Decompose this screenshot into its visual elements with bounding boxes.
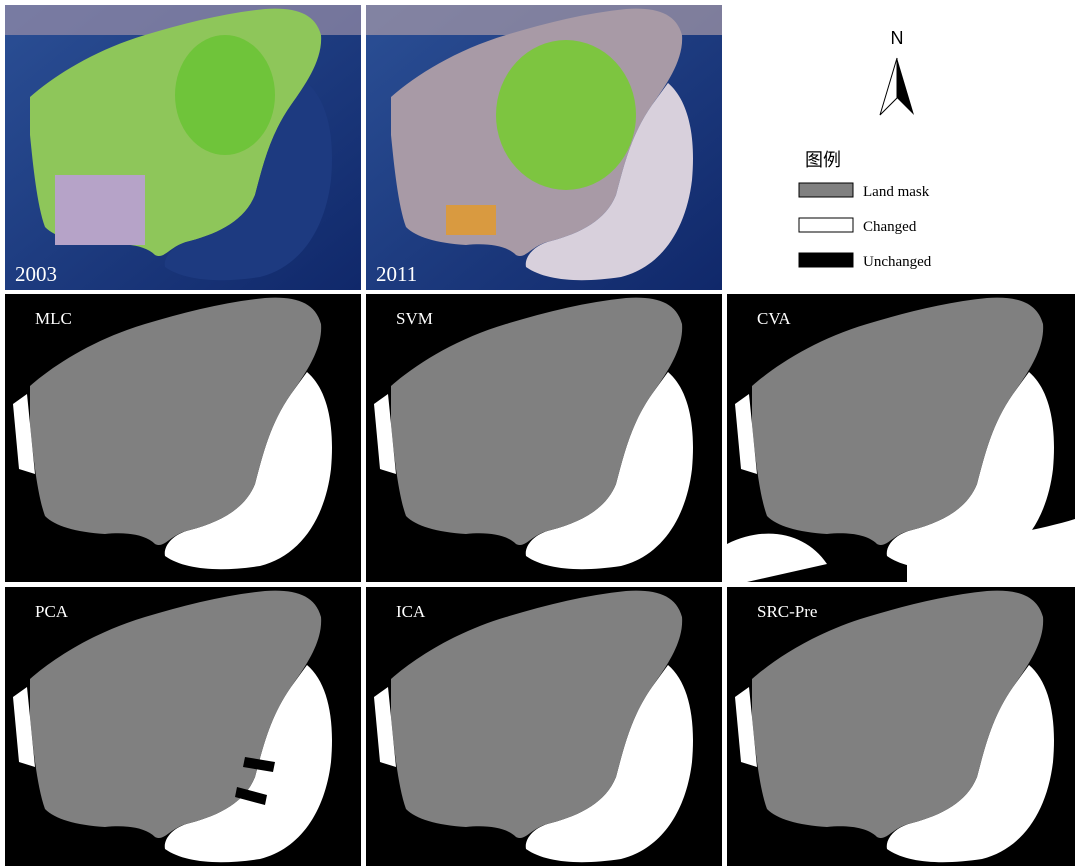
north-label: N — [891, 28, 904, 48]
method-label: SVM — [396, 309, 433, 328]
legend-swatch — [799, 218, 853, 232]
method-label: MLC — [35, 309, 72, 328]
change-map: PCA — [5, 587, 361, 866]
satellite-2011: 2011 — [366, 5, 722, 290]
figure: 2003 2011 N 图例 Land mask Changed Unchang… — [0, 0, 1075, 866]
legend-label: Changed — [863, 219, 917, 235]
change-map: ICA — [366, 587, 722, 866]
method-label: CVA — [757, 309, 791, 328]
urban — [55, 175, 145, 245]
legend-label: Unchanged — [863, 254, 932, 270]
method-label: ICA — [396, 602, 426, 621]
change-map: SRC-Pre — [727, 587, 1075, 866]
legend-label: Land mask — [863, 184, 930, 200]
change-map: CVA — [727, 294, 1075, 582]
change-map: MLC — [5, 294, 361, 582]
method-label: SRC-Pre — [757, 602, 817, 621]
satellite-2003: 2003 — [5, 5, 361, 290]
vegetation — [496, 40, 636, 190]
buildings — [446, 205, 496, 235]
method-label: PCA — [35, 602, 69, 621]
legend-title: 图例 — [805, 150, 841, 171]
year-label: 2011 — [376, 262, 417, 286]
change-map: SVM — [366, 294, 722, 582]
legend-swatch — [799, 253, 853, 267]
legend-swatch — [799, 183, 853, 197]
vegetation — [175, 35, 275, 155]
year-label: 2003 — [15, 262, 57, 286]
